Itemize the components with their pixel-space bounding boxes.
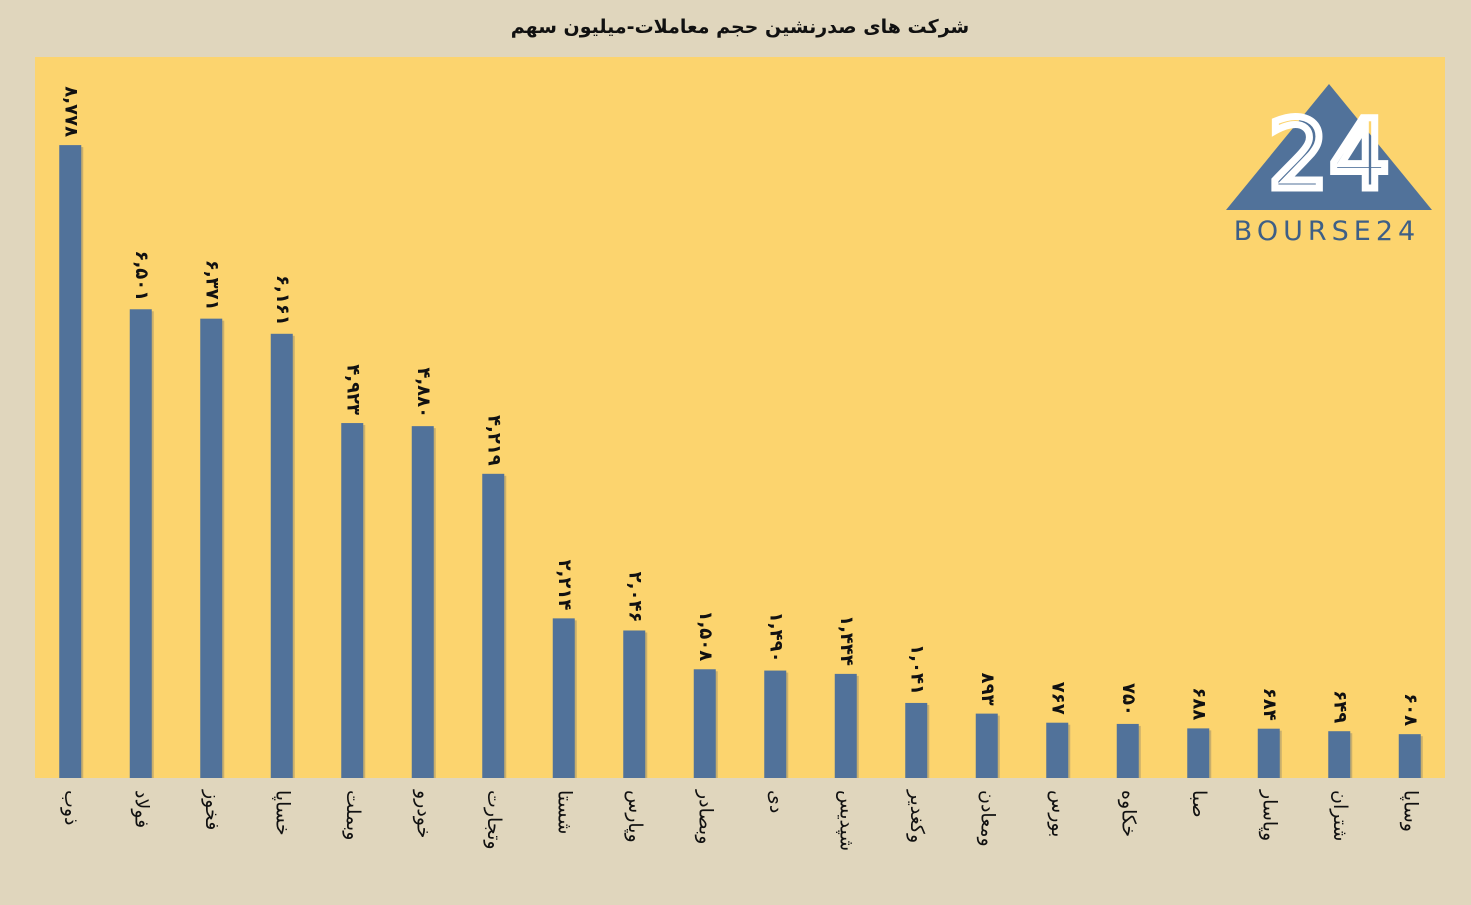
value-label: ۷۵۰ <box>1118 683 1139 716</box>
bar <box>1257 728 1280 778</box>
x-tick-label: خکاوه <box>1117 790 1139 837</box>
x-tick-label: صبا <box>1188 790 1210 818</box>
chart-title: شرکت های صدرنشین حجم معاملات-میلیون سهم <box>511 16 969 38</box>
logo-text: BOURSE24 <box>1234 216 1420 247</box>
value-label: ۶,۳۷۱ <box>201 260 222 311</box>
bar <box>623 630 646 778</box>
bar <box>764 670 787 778</box>
bar <box>482 473 505 778</box>
x-tick-label: وبصادر <box>694 789 716 844</box>
bar <box>411 426 434 778</box>
x-tick-label: شپدیس <box>835 790 857 851</box>
value-label: ۲,۰۴۶ <box>624 572 645 623</box>
value-label: ۷۶۷ <box>1047 682 1068 715</box>
x-tick-label: خودرو <box>412 789 434 838</box>
x-tick-label: وبملت <box>342 790 364 840</box>
value-label: ۴,۹۲۳ <box>342 364 363 415</box>
x-tick-label: دی <box>765 790 787 813</box>
value-label: ۱,۰۴۱ <box>906 644 927 695</box>
bar <box>1398 734 1421 778</box>
logo: 24 BOURSE24 <box>1226 84 1432 247</box>
value-label: ۶۸۴ <box>1259 688 1280 721</box>
x-tick-label: وساپا <box>1399 790 1421 832</box>
bar <box>552 618 575 778</box>
logo-mark: 24 <box>1268 99 1390 211</box>
x-tick-label: ذوب <box>60 790 82 826</box>
x-tick-label: وکغدیر <box>906 789 928 843</box>
value-label: ۱,۴۴۴ <box>836 615 857 666</box>
value-label: ۶,۵۰۱ <box>131 250 152 301</box>
value-label: ۱,۴۹۰ <box>765 612 786 663</box>
bar <box>341 423 364 778</box>
bar <box>905 702 928 778</box>
logo-triangle <box>1226 84 1432 210</box>
x-tick-label: بورس <box>1047 790 1069 837</box>
x-tick-label: خساپا <box>271 790 293 836</box>
value-label: ۱,۵۰۸ <box>695 610 716 661</box>
x-tick-label: ومعادن <box>976 790 998 847</box>
x-tick-label: وپاسار <box>1258 789 1280 841</box>
plot-area <box>35 57 1445 778</box>
bar <box>129 309 152 778</box>
value-label: ۶۰۸ <box>1400 693 1421 726</box>
bar <box>1116 723 1139 778</box>
x-tick-label: شستا <box>553 790 575 834</box>
value-label: ۲,۲۱۴ <box>554 560 575 611</box>
bar <box>200 318 223 778</box>
x-tick-label: فولاد <box>130 790 152 828</box>
value-label: ۴,۲۱۹ <box>483 415 504 466</box>
value-label: ۸,۷۷۸ <box>60 86 81 137</box>
bar <box>59 145 82 778</box>
bar <box>1046 722 1069 778</box>
bar <box>1187 728 1210 778</box>
value-label: ۶,۱۶۱ <box>272 275 293 326</box>
bar <box>270 333 293 778</box>
bar <box>834 673 857 778</box>
bar <box>693 669 716 778</box>
x-tick-label: شتران <box>1329 790 1351 841</box>
value-label: ۸۹۳ <box>977 673 998 706</box>
x-tick-label: وپارس <box>624 790 646 843</box>
value-label: ۶۸۸ <box>1188 687 1209 720</box>
x-tick-label: فخوز <box>201 789 223 830</box>
x-tick-label: وتجارت <box>483 790 505 850</box>
value-label: ۶۴۹ <box>1329 690 1350 723</box>
value-label: ۴,۸۸۰ <box>413 367 434 418</box>
bar <box>1328 731 1351 778</box>
bar <box>975 713 998 778</box>
